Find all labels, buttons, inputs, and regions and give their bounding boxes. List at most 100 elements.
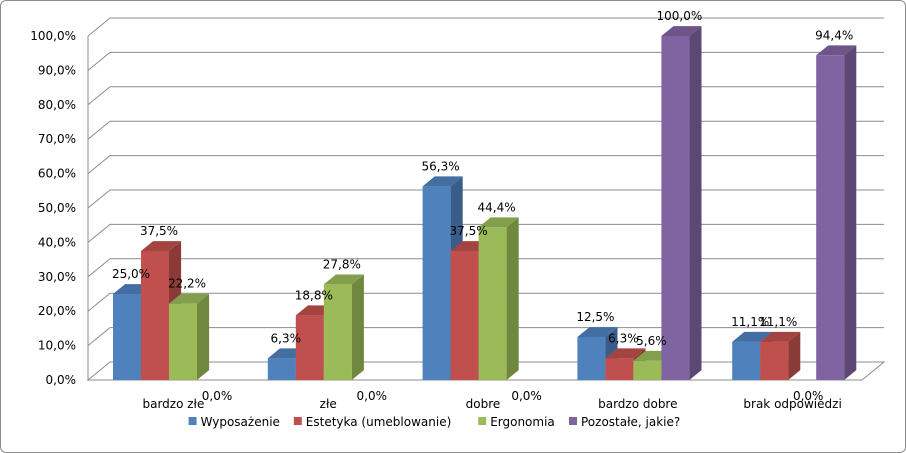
legend-label: Pozostałe, jakie? bbox=[581, 415, 680, 429]
bar-front bbox=[267, 358, 296, 380]
y-tick-label: 90,0% bbox=[38, 63, 76, 77]
y-axis-ticks: 0,0% 10,0% 20,0% 30,0% 40,0% 50,0% 60,0% 70,0% 8… bbox=[30, 29, 76, 387]
bar-top bbox=[323, 274, 364, 285]
data-label: 22,2% bbox=[168, 277, 206, 291]
data-label: 11,1% bbox=[731, 315, 769, 329]
bar-side bbox=[689, 26, 702, 380]
y-tick-label: 20,0% bbox=[38, 304, 76, 318]
bar-front bbox=[732, 341, 761, 380]
legend-label: Estetyka (umeblowanie) bbox=[306, 415, 451, 429]
legend-label: Ergonomia bbox=[490, 415, 555, 429]
bar-top bbox=[577, 327, 618, 337]
gridline bbox=[87, 223, 884, 243]
data-label: 11,1% bbox=[759, 315, 797, 329]
legend-swatch bbox=[188, 417, 197, 425]
y-tick-label: 40,0% bbox=[38, 235, 76, 249]
data-label: 12,5% bbox=[576, 310, 614, 324]
x-category-label: bardzo dobre bbox=[598, 397, 677, 411]
bar-side bbox=[197, 293, 210, 380]
y-tick-label: 60,0% bbox=[38, 167, 76, 181]
x-category-label: złe bbox=[320, 397, 337, 411]
legend-swatch bbox=[293, 417, 302, 425]
data-labels: 25,0% 37,5% 22,2% 0,0% 6,3% 18,8% 27,8% 0,0% 56,… bbox=[112, 9, 853, 403]
gridline bbox=[87, 155, 884, 174]
bar-side bbox=[844, 45, 857, 380]
legend-item: Wyposażenie bbox=[188, 415, 280, 429]
bar-top bbox=[760, 331, 801, 342]
y-tick-label: 10,0% bbox=[38, 339, 76, 353]
x-category-label: dobre bbox=[466, 397, 501, 411]
gridline bbox=[87, 51, 884, 71]
bar-top bbox=[169, 293, 210, 304]
bar bbox=[816, 45, 857, 380]
bar-front bbox=[605, 358, 634, 380]
legend: Wyposażenie Estetyka (umeblowanie) Ergonom… bbox=[188, 415, 680, 429]
bar-front bbox=[169, 303, 197, 380]
legend-item: Estetyka (umeblowanie) bbox=[293, 415, 451, 429]
bar-top bbox=[141, 241, 182, 251]
y-tick-label: 80,0% bbox=[38, 98, 76, 112]
bar-side bbox=[788, 331, 801, 380]
bar bbox=[478, 217, 519, 380]
bar-front bbox=[661, 36, 690, 380]
y-tick-label: 50,0% bbox=[38, 201, 76, 215]
x-axis-categories: bardzo złe złe dobre bardzo dobre brak odpow… bbox=[142, 397, 841, 411]
bar-front bbox=[816, 55, 845, 380]
data-label: 56,3% bbox=[422, 159, 460, 173]
gridline bbox=[87, 189, 884, 209]
bar-front bbox=[295, 315, 324, 380]
data-label: 18,8% bbox=[295, 288, 333, 302]
bars bbox=[113, 26, 857, 380]
bar bbox=[661, 26, 702, 380]
data-label: 0,0% bbox=[793, 389, 824, 403]
bar-top bbox=[816, 45, 857, 56]
bar-top bbox=[605, 348, 646, 359]
gridline bbox=[87, 327, 884, 346]
bar-front bbox=[633, 360, 662, 380]
y-tick-label: 100,0% bbox=[30, 29, 76, 43]
legend-item: Pozostałe, jakie? bbox=[569, 415, 680, 429]
bar-front bbox=[113, 294, 141, 380]
bar-top bbox=[732, 331, 773, 342]
data-label: 0,0% bbox=[511, 389, 542, 403]
bar bbox=[760, 331, 801, 380]
bar-front bbox=[323, 284, 352, 380]
data-label: 44,4% bbox=[478, 200, 516, 214]
bar bbox=[169, 293, 210, 380]
bar-front bbox=[478, 227, 507, 380]
data-label: 6,3% bbox=[271, 331, 302, 345]
gridline bbox=[87, 258, 884, 278]
bar-front bbox=[422, 186, 451, 380]
bar-front bbox=[577, 337, 606, 380]
data-label: 94,4% bbox=[815, 28, 853, 42]
bar-top bbox=[422, 176, 463, 187]
legend-label: Wyposażenie bbox=[201, 415, 280, 429]
data-label: 5,6% bbox=[636, 334, 667, 348]
y-tick-label: 30,0% bbox=[38, 270, 76, 284]
data-label: 6,3% bbox=[608, 331, 639, 345]
bar-top bbox=[661, 26, 702, 36]
data-label: 0,0% bbox=[202, 389, 233, 403]
data-label: 25,0% bbox=[112, 267, 150, 281]
gridline bbox=[87, 120, 884, 140]
y-tick-label: 70,0% bbox=[38, 132, 76, 146]
data-label: 100,0% bbox=[657, 9, 703, 23]
bar-top bbox=[478, 217, 519, 228]
bar bbox=[577, 327, 618, 380]
bar-side bbox=[506, 217, 519, 380]
bar-front bbox=[450, 251, 479, 380]
data-label: 0,0% bbox=[357, 389, 388, 403]
data-label: 37,5% bbox=[450, 224, 488, 238]
legend-swatch bbox=[478, 417, 487, 425]
gridline bbox=[87, 86, 884, 106]
legend-item: Ergonomia bbox=[478, 415, 555, 429]
gridline bbox=[87, 292, 884, 312]
legend-swatch bbox=[569, 417, 577, 425]
bar-front bbox=[141, 251, 169, 380]
bar-side bbox=[351, 274, 364, 380]
bar-front bbox=[760, 341, 789, 380]
bar bbox=[323, 274, 364, 380]
x-category-label: brak odpowiedzi bbox=[743, 397, 841, 411]
x-category-label: bardzo złe bbox=[142, 397, 204, 411]
